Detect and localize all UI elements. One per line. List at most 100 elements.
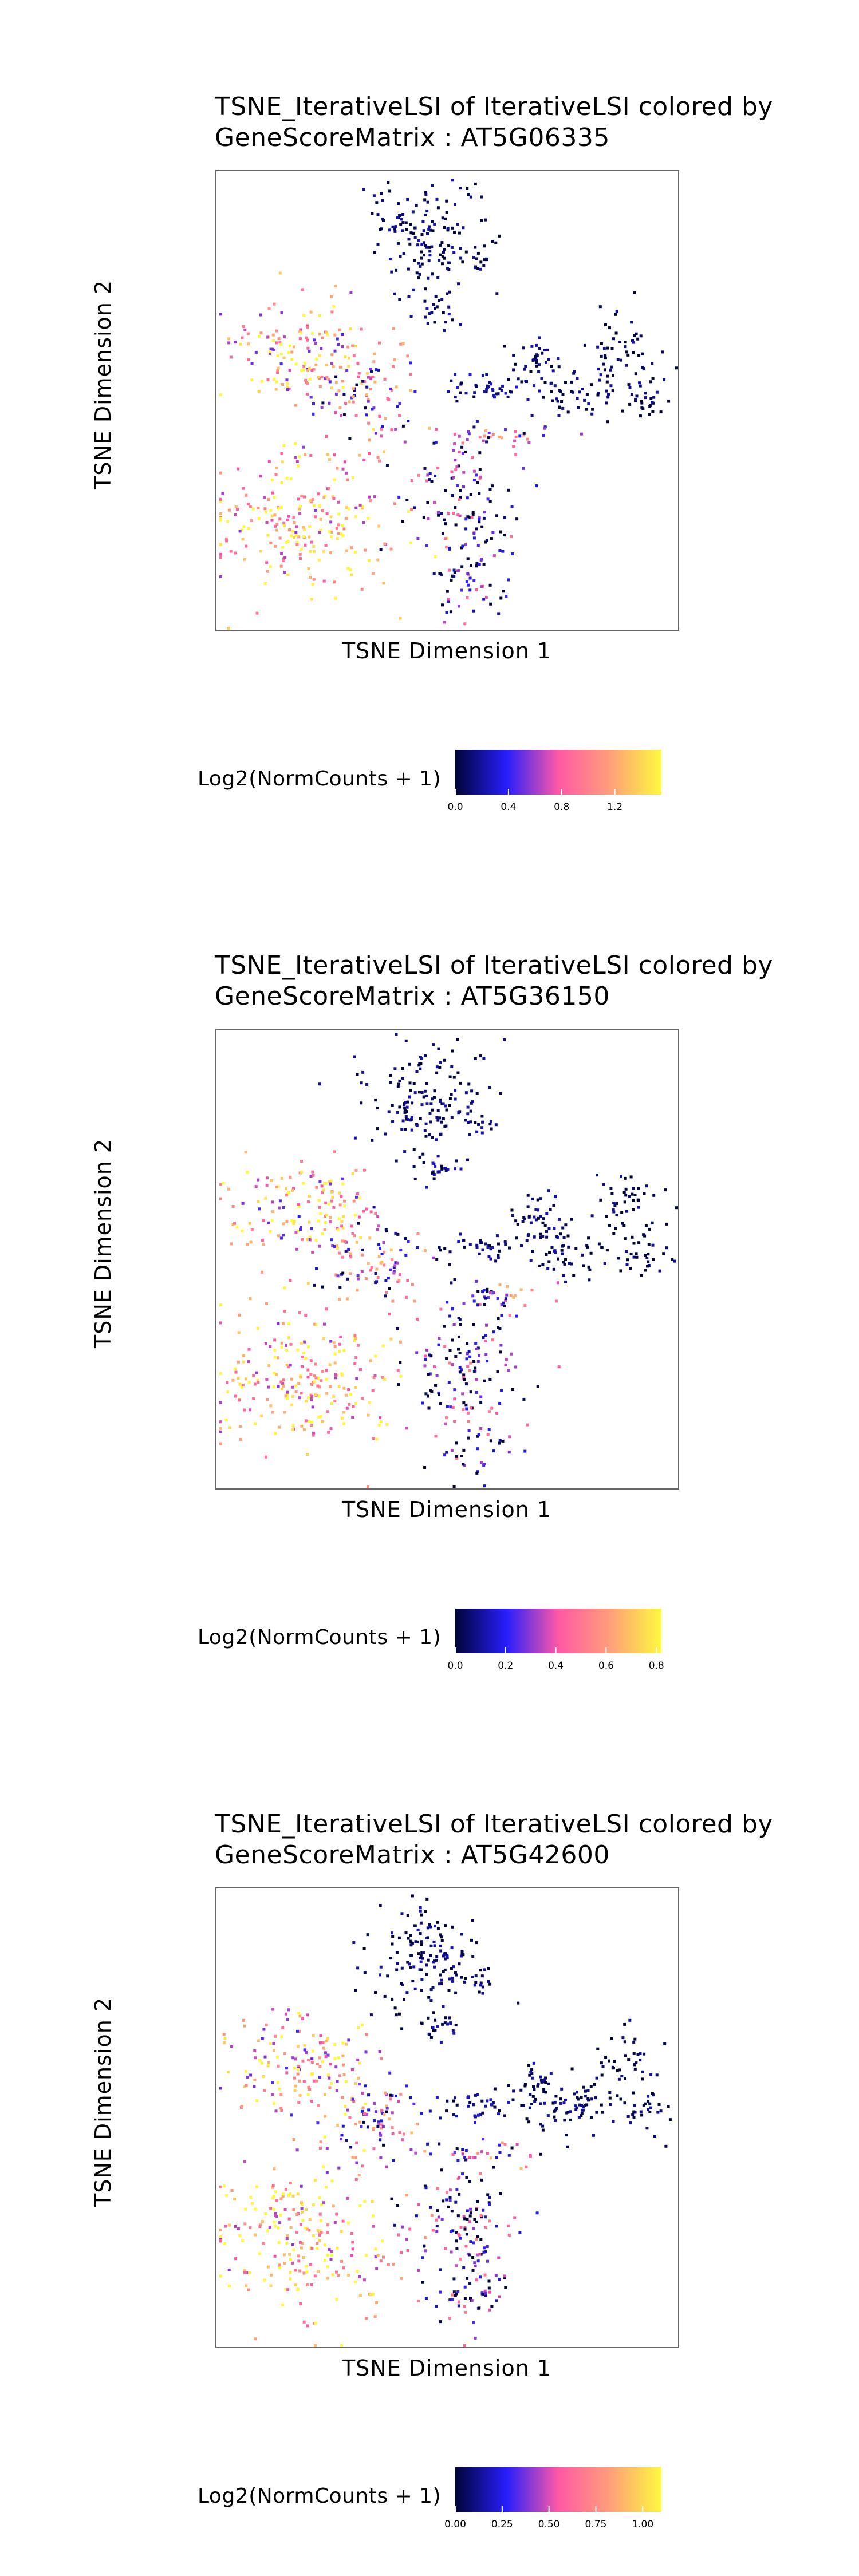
scatter-point xyxy=(398,298,401,301)
scatter-point xyxy=(409,223,412,226)
scatter-point xyxy=(446,227,450,230)
scatter-point xyxy=(395,1968,399,1971)
scatter-point xyxy=(467,1420,470,1423)
scatter-point xyxy=(470,1101,473,1105)
scatter-point xyxy=(326,2037,329,2040)
scatter-point xyxy=(582,1264,585,1267)
scatter-point xyxy=(237,1331,241,1334)
scatter-point xyxy=(648,1227,651,1231)
scatter-point xyxy=(381,2239,384,2243)
scatter-point xyxy=(318,531,321,534)
scatter-point xyxy=(463,2226,467,2229)
scatter-point xyxy=(501,1439,505,1443)
scatter-point xyxy=(507,1451,511,1454)
scatter-point xyxy=(297,1382,301,1385)
scatter-point xyxy=(482,264,486,267)
scatter-point xyxy=(246,1243,249,1246)
scatter-point xyxy=(466,1365,470,1368)
scatter-point xyxy=(454,373,457,376)
scatter-point xyxy=(273,1372,276,1375)
scatter-point xyxy=(339,1336,342,1338)
scatter-point xyxy=(598,378,601,382)
scatter-point xyxy=(589,1251,593,1255)
scatter-point xyxy=(581,2108,584,2112)
scatter-point xyxy=(522,1216,526,1219)
scatter-point xyxy=(336,1227,339,1230)
chart-panel-2: TSNE_IterativeLSI of IterativeLSI colore… xyxy=(0,859,859,1717)
scatter-point xyxy=(466,1342,469,1345)
scatter-point xyxy=(328,2247,331,2251)
scatter-point xyxy=(478,516,481,519)
scatter-point xyxy=(313,338,316,342)
scatter-point xyxy=(287,1336,290,1340)
scatter-point xyxy=(361,507,364,510)
scatter-point xyxy=(439,1307,443,1311)
scatter-point xyxy=(536,2084,539,2088)
scatter-point xyxy=(298,2241,302,2244)
scatter-point xyxy=(441,532,444,535)
scatter-point xyxy=(435,428,438,431)
scatter-point xyxy=(451,2229,455,2233)
scatter-point xyxy=(456,484,459,487)
scatter-point xyxy=(471,1976,474,1978)
scatter-point xyxy=(315,357,318,361)
scatter-point xyxy=(531,1197,534,1200)
scatter-point xyxy=(476,481,479,484)
scatter-point xyxy=(312,1433,315,1437)
scatter-point xyxy=(478,563,481,566)
scatter-point xyxy=(656,2111,660,2114)
scatter-point xyxy=(448,1361,451,1365)
scatter-point xyxy=(390,389,393,392)
scatter-point xyxy=(225,2194,228,2197)
scatter-point xyxy=(344,1240,347,1243)
scatter-point xyxy=(485,1323,488,1327)
scatter-point xyxy=(491,388,494,391)
scatter-point xyxy=(490,537,493,540)
scatter-point xyxy=(300,2184,303,2188)
scatter-point xyxy=(330,2179,334,2183)
scatter-point xyxy=(354,515,358,518)
scatter-point xyxy=(469,1120,472,1124)
scatter-point xyxy=(457,1111,460,1115)
scatter-point xyxy=(561,1252,564,1255)
scatter-point xyxy=(230,1242,233,1246)
scatter-point xyxy=(497,1317,500,1320)
scatter-point xyxy=(441,2022,444,2026)
scatter-point xyxy=(386,1974,389,1978)
scatter-point xyxy=(606,396,610,399)
scatter-point xyxy=(320,2203,324,2207)
scatter-point xyxy=(416,1232,420,1235)
scatter-point xyxy=(371,375,375,378)
scatter-point xyxy=(325,364,328,367)
scatter-point xyxy=(425,1963,428,1967)
scatter-point xyxy=(614,1227,617,1230)
scatter-point xyxy=(414,2151,417,2155)
scatter-point xyxy=(464,2310,468,2314)
scatter-point xyxy=(405,2238,408,2241)
scatter-point xyxy=(377,368,380,372)
scatter-point xyxy=(310,1395,314,1398)
scatter-point xyxy=(440,1167,444,1170)
scatter-point xyxy=(327,1202,330,1206)
scatter-point xyxy=(219,1420,222,1424)
scatter-point xyxy=(644,1269,647,1272)
scatter-point xyxy=(305,336,308,339)
scatter-point xyxy=(610,347,614,350)
scatter-point xyxy=(651,362,654,365)
scatter-point xyxy=(325,376,329,379)
scatter-point xyxy=(394,1261,397,1265)
scatter-point xyxy=(633,291,636,294)
scatter-point xyxy=(411,1283,414,1286)
scatter-point xyxy=(532,358,535,361)
scatter-point xyxy=(346,1250,349,1253)
scatter-point xyxy=(224,1419,228,1422)
scatter-point xyxy=(486,2099,489,2103)
scatter-point xyxy=(574,1247,578,1250)
scatter-point xyxy=(290,358,294,361)
scatter-point xyxy=(384,1294,387,1298)
scatter-point xyxy=(457,2304,460,2308)
scatter-point xyxy=(492,393,495,397)
scatter-point xyxy=(451,1976,454,1980)
scatter-point xyxy=(338,1342,341,1346)
scatter-point xyxy=(389,1248,393,1251)
